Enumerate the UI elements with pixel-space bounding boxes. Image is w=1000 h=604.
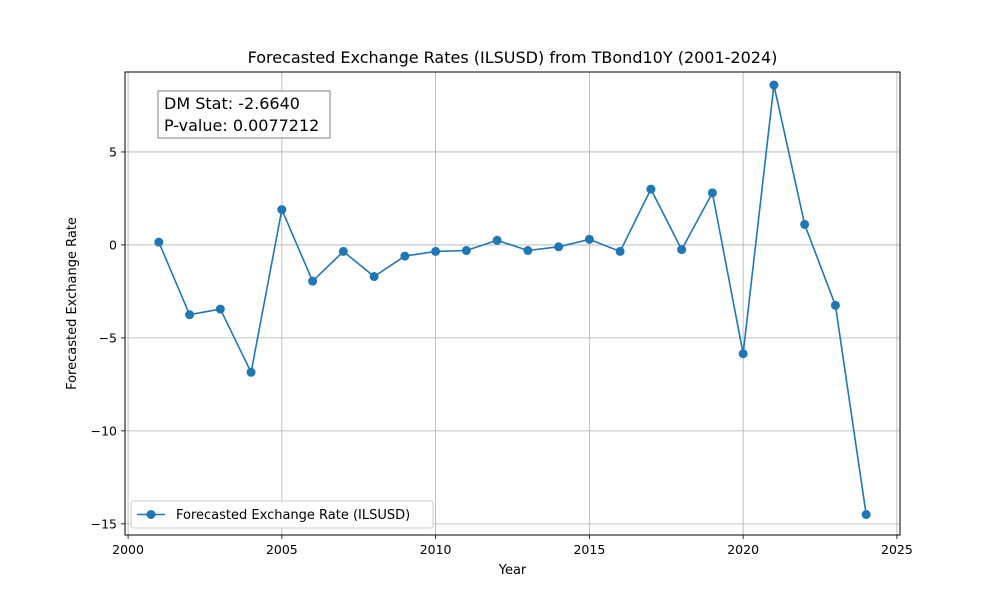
data-point-2014 (554, 242, 564, 252)
data-point-2006 (308, 276, 318, 286)
series-line (158, 84, 867, 515)
data-point-2017 (646, 184, 656, 194)
data-point-2018 (677, 245, 687, 255)
data-point-2004 (246, 367, 256, 377)
chart-title: Forecasted Exchange Rates (ILSUSD) from … (248, 48, 778, 67)
legend: Forecasted Exchange Rate (ILSUSD) (130, 500, 434, 529)
data-point-2022 (800, 219, 810, 229)
data-point-2007 (338, 246, 348, 256)
legend-marker-swatch (146, 510, 156, 519)
data-point-2009 (400, 251, 410, 261)
data-point-2005 (277, 205, 287, 215)
x-axis-label: Year (498, 563, 527, 578)
dm-stat-box (157, 90, 331, 139)
data-point-2020 (738, 349, 748, 359)
data-point-2024 (861, 510, 871, 520)
y-tick-label: 0 (109, 237, 117, 252)
data-point-2013 (523, 246, 533, 256)
data-point-2012 (492, 235, 502, 245)
legend-entry-label: Forecasted Exchange Rate (ILSUSD) (176, 508, 410, 523)
y-tick-label: −5 (99, 330, 117, 345)
dm-stat-text: DM Stat: -2.6640 (164, 94, 300, 113)
data-point-2016 (615, 246, 625, 256)
x-tick-label: 2000 (112, 542, 144, 557)
y-axis-label: Forecasted Exchange Rate (65, 217, 80, 390)
y-tick-label: 5 (109, 144, 117, 159)
data-point-2001 (154, 237, 164, 247)
x-tick-label: 2010 (420, 542, 452, 557)
axis-ticks: 2000 2005 2010 2015 2020 2025 −15 −10 −5 0 5 (91, 144, 913, 557)
x-tick-label: 2005 (266, 542, 298, 557)
y-tick-label: −10 (91, 423, 117, 438)
data-point-2021 (769, 80, 779, 90)
data-point-2019 (707, 188, 717, 198)
p-value-text: P-value: 0.0077212 (164, 116, 319, 135)
legend-box (130, 500, 434, 529)
data-point-2002 (185, 310, 195, 320)
x-tick-label: 2015 (573, 542, 605, 557)
x-tick-label: 2020 (727, 542, 759, 557)
data-point-2011 (461, 246, 471, 256)
data-point-2015 (584, 234, 594, 244)
data-point-2023 (830, 300, 840, 310)
series (154, 80, 871, 520)
y-tick-label: −15 (91, 516, 117, 531)
x-tick-label: 2025 (881, 542, 913, 557)
dm-stat-annotation: DM Stat: -2.6640 P-value: 0.0077212 (157, 90, 331, 139)
grid (125, 72, 900, 535)
plot-frame (124, 71, 901, 536)
data-point-2003 (215, 304, 225, 314)
data-point-2008 (369, 272, 379, 282)
data-point-2010 (431, 246, 441, 256)
